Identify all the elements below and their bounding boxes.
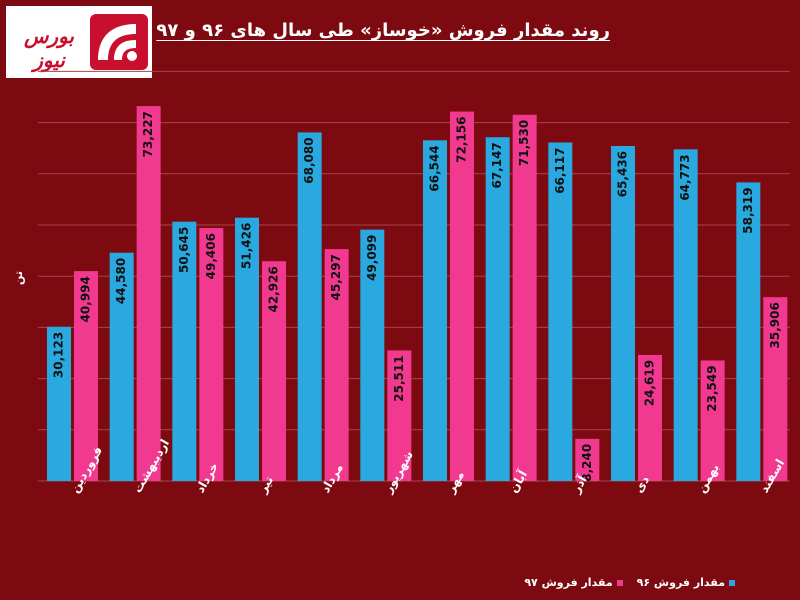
data-label: 24,619 [643,360,657,406]
legend-item-97: مقدار فروش ۹۷ [524,576,623,589]
bar-96 [485,137,510,481]
logo: بورس نیوز [6,6,152,78]
bar-97 [324,249,349,481]
bar-97 [450,111,474,481]
data-label: 40,994 [79,276,93,322]
data-label: 71,530 [517,120,531,166]
bar-97 [74,271,98,481]
bar-96 [736,182,761,481]
bar-97 [700,360,725,481]
bar-97 [638,354,662,481]
bar-97 [512,114,537,481]
bar-97 [262,261,286,481]
data-label: 66,117 [553,147,567,193]
bar-96 [297,132,322,481]
bar-96 [360,229,385,481]
data-label: 35,906 [768,302,782,348]
data-label: 66,544 [428,145,442,191]
data-label: 25,511 [392,355,406,401]
logo-mark [90,14,148,70]
bar-96 [109,252,134,481]
bar-96 [423,140,447,481]
bar-96 [673,149,698,481]
data-label: 72,156 [455,117,469,163]
legend-item-96: مقدار فروش ۹۶ [637,576,735,589]
y-axis-label: تن [12,271,25,285]
bar-96 [47,326,71,481]
data-label: 42,926 [267,266,281,312]
x-tick-label: شهریور [380,448,417,496]
legend: مقدار فروش ۹۶ مقدار فروش ۹۷ [295,576,735,589]
data-label: 51,426 [240,223,254,269]
data-label: 50,645 [177,227,191,273]
bar-97 [763,297,788,481]
bar-97 [575,438,600,481]
bar-96 [235,217,259,481]
data-label: 68,080 [302,137,316,183]
data-label: 49,099 [365,235,379,281]
bar-97 [387,350,412,481]
data-label: 49,406 [204,233,218,279]
data-label: 44,580 [114,258,128,304]
bar-97 [199,228,224,481]
data-label: 8,240 [580,444,594,482]
data-label: 58,319 [741,187,755,233]
legend-label: مقدار فروش ۹۷ [524,576,613,589]
data-label: 64,773 [678,154,692,200]
data-label: 67,147 [490,142,504,188]
data-label: 30,123 [52,332,66,378]
bar-96 [611,145,635,481]
data-label: 73,227 [141,111,155,157]
legend-swatch [616,580,623,586]
chart-title: روند مقدار فروش «خوساز» طی سال های ۹۶ و … [156,20,610,41]
data-label: 65,436 [616,151,630,197]
logo-text: بورس نیوز [24,24,74,72]
bar-96 [172,221,197,481]
legend-label: مقدار فروش ۹۶ [636,576,725,589]
data-label: 45,297 [329,254,343,300]
legend-swatch [729,580,735,586]
bar-97 [136,106,161,481]
data-label: 23,549 [705,365,719,411]
bar-96 [548,142,573,481]
